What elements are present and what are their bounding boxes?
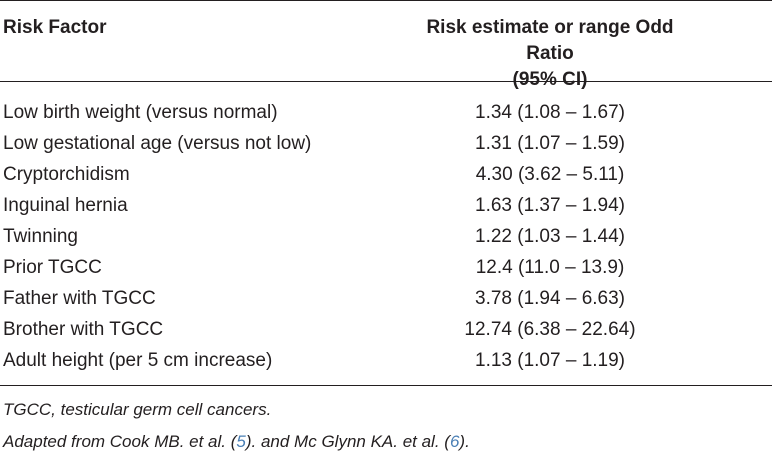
row-estimate: 3.78 (1.94 – 6.63) bbox=[475, 288, 625, 309]
table-row: Cryptorchidism 4.30 (3.62 – 5.11) bbox=[0, 159, 772, 190]
row-factor: Cryptorchidism bbox=[3, 164, 130, 185]
header-risk-estimate: Risk estimate or range Odd Ratio (95% CI… bbox=[420, 15, 680, 93]
bottom-rule bbox=[0, 385, 772, 386]
row-estimate: 1.13 (1.07 – 1.19) bbox=[475, 350, 625, 371]
table-row: Brother with TGCC 12.74 (6.38 – 22.64) bbox=[0, 314, 772, 345]
row-estimate: 1.34 (1.08 – 1.67) bbox=[475, 102, 625, 123]
table-row: Low birth weight (versus normal) 1.34 (1… bbox=[0, 97, 772, 128]
row-factor: Adult height (per 5 cm increase) bbox=[3, 350, 273, 371]
row-factor: Brother with TGCC bbox=[3, 319, 164, 340]
row-estimate: 4.30 (3.62 – 5.11) bbox=[475, 164, 625, 185]
row-factor: Low birth weight (versus normal) bbox=[3, 102, 278, 123]
table-body: Low birth weight (versus normal) 1.34 (1… bbox=[0, 82, 772, 385]
row-factor: Low gestational age (versus not low) bbox=[3, 133, 312, 154]
row-factor: Twinning bbox=[3, 226, 78, 247]
top-rule bbox=[0, 0, 772, 1]
header-risk-estimate-line1: Risk estimate or range Odd Ratio bbox=[426, 17, 674, 64]
table-row: Low gestational age (versus not low) 1.3… bbox=[0, 128, 772, 159]
table-footnotes: TGCC, testicular germ cell cancers. Adap… bbox=[0, 386, 772, 458]
row-estimate: 1.22 (1.03 – 1.44) bbox=[475, 226, 625, 247]
row-estimate: 1.31 (1.07 – 1.59) bbox=[475, 133, 625, 154]
table-header: Risk Factor Risk estimate or range Odd R… bbox=[0, 1, 772, 90]
footnote-abbreviation: TGCC, testicular germ cell cancers. bbox=[3, 400, 272, 419]
header-risk-factor: Risk Factor bbox=[3, 17, 107, 38]
table-row: Twinning 1.22 (1.03 – 1.44) bbox=[0, 221, 772, 252]
row-estimate: 12.74 (6.38 – 22.64) bbox=[464, 319, 636, 340]
row-estimate: 1.63 (1.37 – 1.94) bbox=[475, 195, 625, 216]
footnote-source-suffix: ). bbox=[459, 432, 470, 451]
header-risk-estimate-line2: (95% CI) bbox=[512, 69, 588, 90]
table-row: Inguinal hernia 1.63 (1.37 – 1.94) bbox=[0, 190, 772, 221]
reference-link-5[interactable]: 5 bbox=[236, 432, 246, 451]
row-factor: Father with TGCC bbox=[3, 288, 156, 309]
header-rule bbox=[0, 81, 772, 82]
table-row: Prior TGCC 12.4 (11.0 – 13.9) bbox=[0, 252, 772, 283]
table-row: Father with TGCC 3.78 (1.94 – 6.63) bbox=[0, 283, 772, 314]
footnote-source: Adapted from Cook MB. et al. (5). and Mc… bbox=[0, 426, 772, 458]
row-factor: Prior TGCC bbox=[3, 257, 102, 278]
reference-link-6[interactable]: 6 bbox=[449, 432, 460, 451]
footnote-source-prefix: Adapted from Cook MB. et al. ( bbox=[3, 432, 237, 451]
row-estimate: 12.4 (11.0 – 13.9) bbox=[475, 257, 625, 278]
table-row: Adult height (per 5 cm increase) 1.13 (1… bbox=[0, 345, 772, 376]
row-factor: Inguinal hernia bbox=[3, 195, 128, 216]
footnote-source-middle: ). and Mc Glynn KA. et al. ( bbox=[245, 432, 450, 451]
